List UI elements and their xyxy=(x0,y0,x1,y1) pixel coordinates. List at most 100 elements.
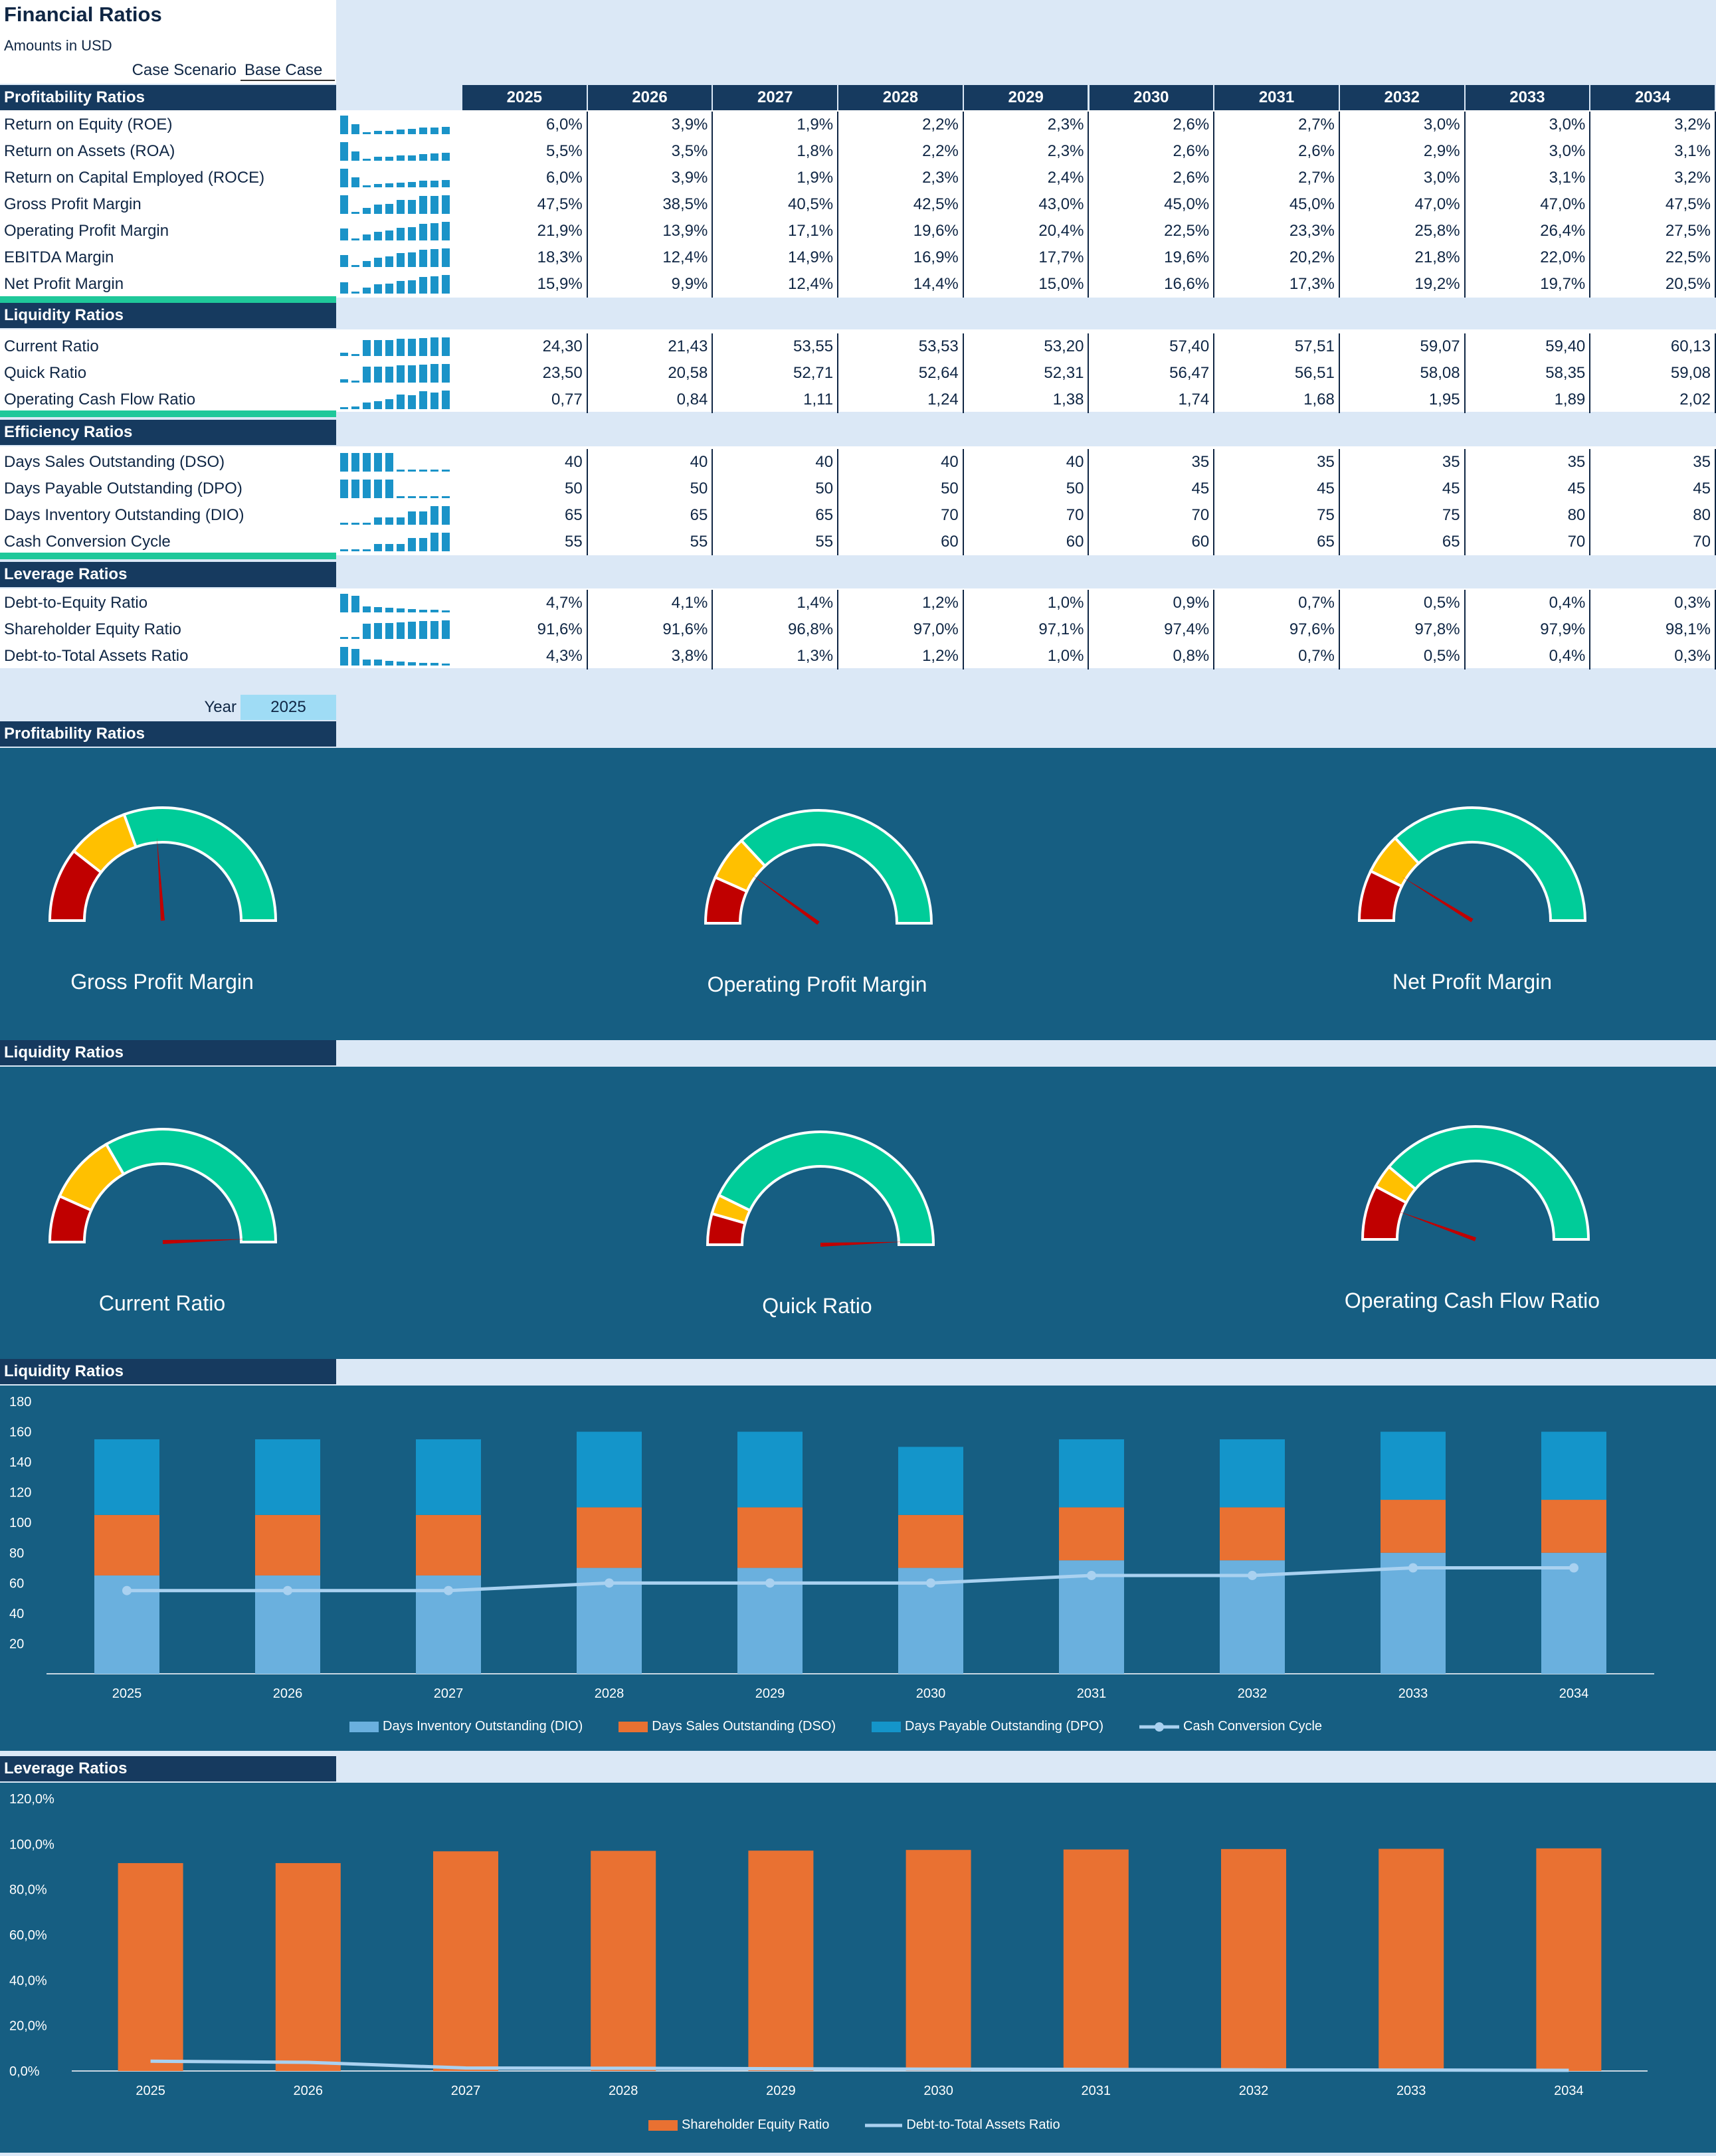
table-cell: 65 xyxy=(713,502,839,529)
table-cell: 45 xyxy=(1214,476,1340,502)
bar-dso xyxy=(1541,1500,1606,1553)
table-cell: 20,5% xyxy=(1590,271,1716,298)
sparkline-bar xyxy=(385,130,393,134)
table-cell: 70 xyxy=(1466,529,1591,555)
sparkline-bar xyxy=(430,470,438,472)
table-cell: 80 xyxy=(1590,502,1716,529)
table-cell: 16,9% xyxy=(838,244,964,271)
table-cell: 23,50 xyxy=(462,360,588,387)
bar-dpo xyxy=(416,1439,481,1515)
table-cell: 35 xyxy=(1340,449,1466,476)
x-tick-label: 2030 xyxy=(923,2084,953,2098)
table-cell: 35 xyxy=(1590,449,1716,476)
table-cell: 17,3% xyxy=(1214,271,1340,298)
sparkline-bar xyxy=(374,367,382,383)
table-cell: 1,11 xyxy=(713,387,839,413)
year-column-header: 2026 xyxy=(587,85,712,110)
sparkline-bar xyxy=(363,132,371,134)
section-divider xyxy=(0,296,336,303)
liquidity-chart-legend: Days Inventory Outstanding (DIO) Days Sa… xyxy=(349,1719,1322,1734)
point-cash-conversion-cycle xyxy=(605,1578,614,1588)
section-header: Liquidity Ratios xyxy=(0,303,336,328)
sparkline-bar xyxy=(408,621,416,639)
table-cell: 1,9% xyxy=(713,112,839,138)
table-cell: 65 xyxy=(1340,529,1466,555)
gauge-green-zone xyxy=(104,1128,278,1243)
sparkline-bar xyxy=(430,533,438,551)
sparkline-bar xyxy=(340,116,348,134)
y-tick-label: 140 xyxy=(9,1455,31,1470)
table-cell: 22,0% xyxy=(1466,244,1591,271)
table-cell: 1,3% xyxy=(713,643,839,670)
table-cell: 0,7% xyxy=(1214,643,1340,670)
legend-label-dpo: Days Payable Outstanding (DPO) xyxy=(905,1719,1104,1734)
gauge-label-operating-cash-flow-ratio: Operating Cash Flow Ratio xyxy=(1344,1289,1600,1312)
section-header: Leverage Ratios xyxy=(0,562,336,587)
table-cell: 98,1% xyxy=(1590,616,1716,643)
y-tick-label: 100,0% xyxy=(9,1837,54,1852)
point-cash-conversion-cycle xyxy=(1408,1563,1418,1573)
sparkline-bar xyxy=(363,260,371,267)
table-cell: 55 xyxy=(588,529,714,555)
x-tick-label: 2027 xyxy=(451,2084,481,2098)
table-cell: 21,43 xyxy=(588,333,714,360)
sparkline-bar xyxy=(374,284,382,294)
sparkline xyxy=(340,221,457,242)
table-cell: 50 xyxy=(964,476,1090,502)
sparkline-bar xyxy=(430,663,438,666)
table-cell: 26,4% xyxy=(1466,218,1591,244)
sparkline-bar xyxy=(397,394,405,409)
sparkline-bar xyxy=(419,470,427,472)
table-cell: 20,58 xyxy=(588,360,714,387)
sparkline-bar xyxy=(397,608,405,612)
table-cell: 25,8% xyxy=(1340,218,1466,244)
row-label: Days Payable Outstanding (DPO) xyxy=(4,480,242,497)
sparkline-bar xyxy=(397,228,405,240)
row-label: Gross Profit Margin xyxy=(4,195,142,213)
sparkline xyxy=(340,646,457,667)
table-cell: 17,7% xyxy=(964,244,1090,271)
sparkline-bar xyxy=(351,549,359,551)
table-cell: 50 xyxy=(713,476,839,502)
table-cell: 58,08 xyxy=(1340,360,1466,387)
table-cell: 1,38 xyxy=(964,387,1090,413)
sparkline-bar xyxy=(419,609,427,612)
sparkline xyxy=(340,194,457,215)
bar-dso xyxy=(1381,1500,1446,1553)
gauge-green-zone xyxy=(1393,806,1587,922)
sparkline-bar xyxy=(419,621,427,639)
table-cell: 3,9% xyxy=(588,165,714,191)
table-cell: 47,0% xyxy=(1340,191,1466,218)
sparkline-bar xyxy=(408,226,416,240)
bar-shareholder-equity-ratio xyxy=(1379,1848,1444,2071)
scenario-select[interactable]: Base Case xyxy=(240,60,335,81)
table-cell: 19,2% xyxy=(1340,271,1466,298)
table-cell: 9,9% xyxy=(588,271,714,298)
table-cell: 97,1% xyxy=(964,616,1090,643)
y-tick-label: 20 xyxy=(9,1637,24,1651)
gauge-label-operating-profit-margin: Operating Profit Margin xyxy=(707,972,927,996)
sparkline-bar xyxy=(385,230,393,240)
section-band xyxy=(0,446,1716,555)
sparkline-bar xyxy=(430,223,438,240)
sparkline-bar xyxy=(442,195,450,214)
table-cell: 40 xyxy=(713,449,839,476)
sparkline-bar xyxy=(340,379,348,383)
table-cell: 0,7% xyxy=(1214,590,1340,616)
table-cell: 6,0% xyxy=(462,112,588,138)
table-cell: 20,2% xyxy=(1214,244,1340,271)
sparkline-bar xyxy=(374,183,382,187)
row-label: Net Profit Margin xyxy=(4,275,124,293)
sparkline-bar xyxy=(363,340,371,356)
table-cell: 17,1% xyxy=(713,218,839,244)
year-select[interactable]: 2025 xyxy=(240,695,336,720)
table-cell: 1,74 xyxy=(1090,387,1215,413)
sparkline-bar xyxy=(430,128,438,134)
table-cell: 14,9% xyxy=(713,244,839,271)
liquidity-gauges xyxy=(48,1124,1590,1247)
sparkline-bar xyxy=(374,453,382,472)
table-cell: 60 xyxy=(838,529,964,555)
leverage-chart: 0,0% 20,0% 40,0% 60,0% 80,0% 100,0% 120,0% 2025… xyxy=(9,1792,1648,2098)
liquidity-gauges-header: Liquidity Ratios xyxy=(0,1040,336,1065)
x-tick-label: 2027 xyxy=(434,1686,464,1701)
